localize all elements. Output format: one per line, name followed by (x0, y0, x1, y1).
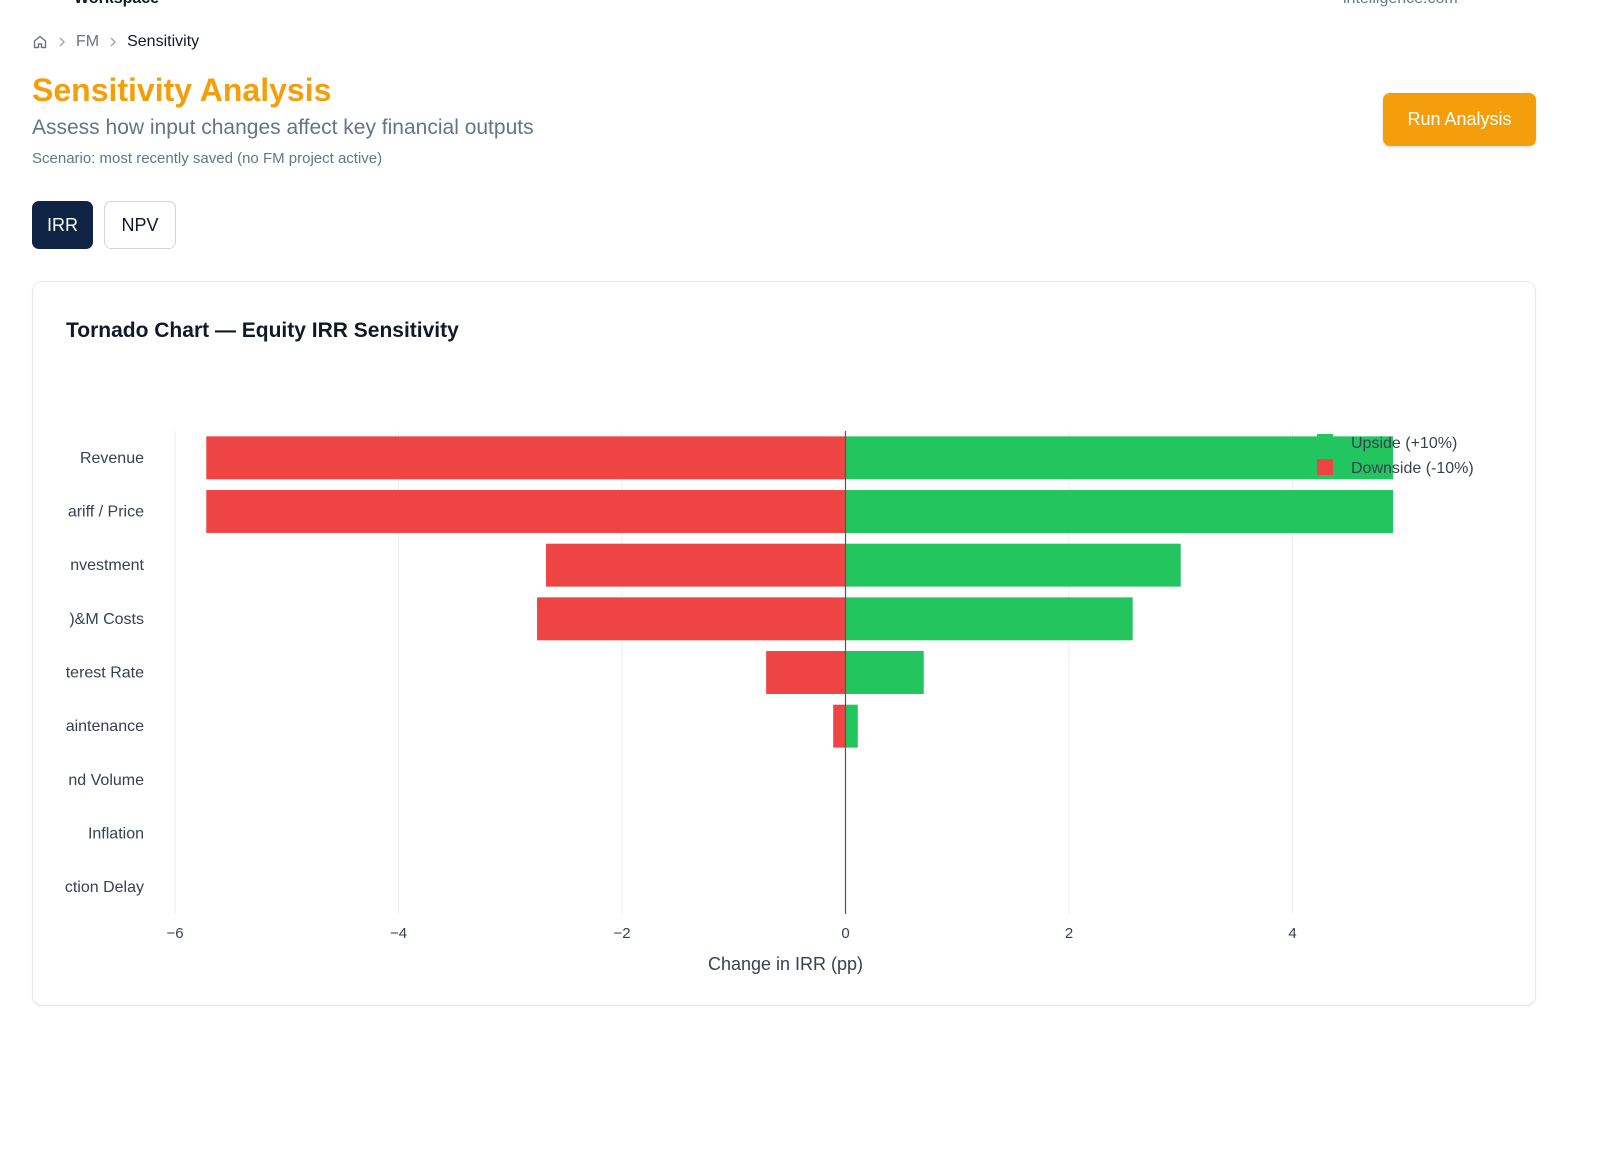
bar-downside (206, 436, 846, 480)
page-title: Sensitivity Analysis (32, 72, 332, 108)
x-tick-label: −2 (613, 925, 630, 942)
metric-tabs: IRR NPV (32, 201, 176, 249)
bar-upside (845, 543, 1181, 587)
tab-npv[interactable]: NPV (104, 201, 176, 249)
bar-downside (537, 597, 846, 641)
home-icon[interactable] (32, 34, 48, 50)
tornado-chart-card: Tornado Chart — Equity IRR Sensitivity R… (32, 281, 1536, 1006)
bar-upside (845, 490, 1394, 533)
legend-label: Downside (-10%) (1351, 460, 1474, 477)
domain-label[interactable]: intelligence.com (1343, 0, 1458, 8)
chevron-right-icon (58, 37, 66, 47)
x-tick-label: 2 (1065, 925, 1073, 942)
tornado-chart: Revenue ariff / Price nvestment )&M Costs te… (65, 431, 1474, 974)
category-label: nd Volume (68, 772, 144, 789)
breadcrumb-item-fm[interactable]: FM (76, 33, 100, 50)
category-label: terest Rate (66, 665, 144, 682)
chevron-right-icon (109, 37, 117, 47)
chart-title: Tornado Chart — Equity IRR Sensitivity (66, 319, 459, 342)
bar-upside (845, 597, 1133, 641)
bar-upside (845, 651, 924, 694)
x-tick-label: −6 (166, 925, 183, 942)
bar-downside (766, 651, 846, 694)
bar-upside (845, 704, 858, 748)
page-subtitle: Assess how input changes affect key fina… (32, 116, 534, 139)
bar-upside (845, 436, 1394, 480)
x-axis-label: Change in IRR (pp) (708, 954, 863, 974)
x-tick-label: 4 (1288, 925, 1296, 942)
legend-swatch (1317, 459, 1333, 475)
bar-downside (833, 704, 846, 748)
x-tick-label: 0 (841, 925, 849, 942)
workspace-label: Workspace (74, 0, 159, 8)
bar-downside (206, 490, 846, 533)
category-label: aintenance (66, 718, 144, 735)
category-label: )&M Costs (69, 611, 144, 628)
legend-label: Upside (+10%) (1351, 435, 1457, 452)
breadcrumb: FM Sensitivity (32, 32, 199, 52)
x-tick-label: −4 (390, 925, 407, 942)
tab-irr[interactable]: IRR (32, 201, 93, 249)
category-label: Revenue (80, 450, 144, 467)
category-label: Inflation (88, 826, 144, 843)
category-label: nvestment (70, 557, 144, 574)
breadcrumb-item-sensitivity: Sensitivity (127, 33, 200, 50)
category-label: ction Delay (65, 879, 144, 896)
category-label: ariff / Price (68, 504, 144, 521)
run-analysis-button[interactable]: Run Analysis (1383, 93, 1536, 146)
scenario-note: Scenario: most recently saved (no FM pro… (32, 150, 383, 167)
legend-swatch (1317, 434, 1333, 450)
bar-downside (546, 543, 846, 587)
top-bar-partial: Workspace intelligence.com (0, 0, 1600, 10)
